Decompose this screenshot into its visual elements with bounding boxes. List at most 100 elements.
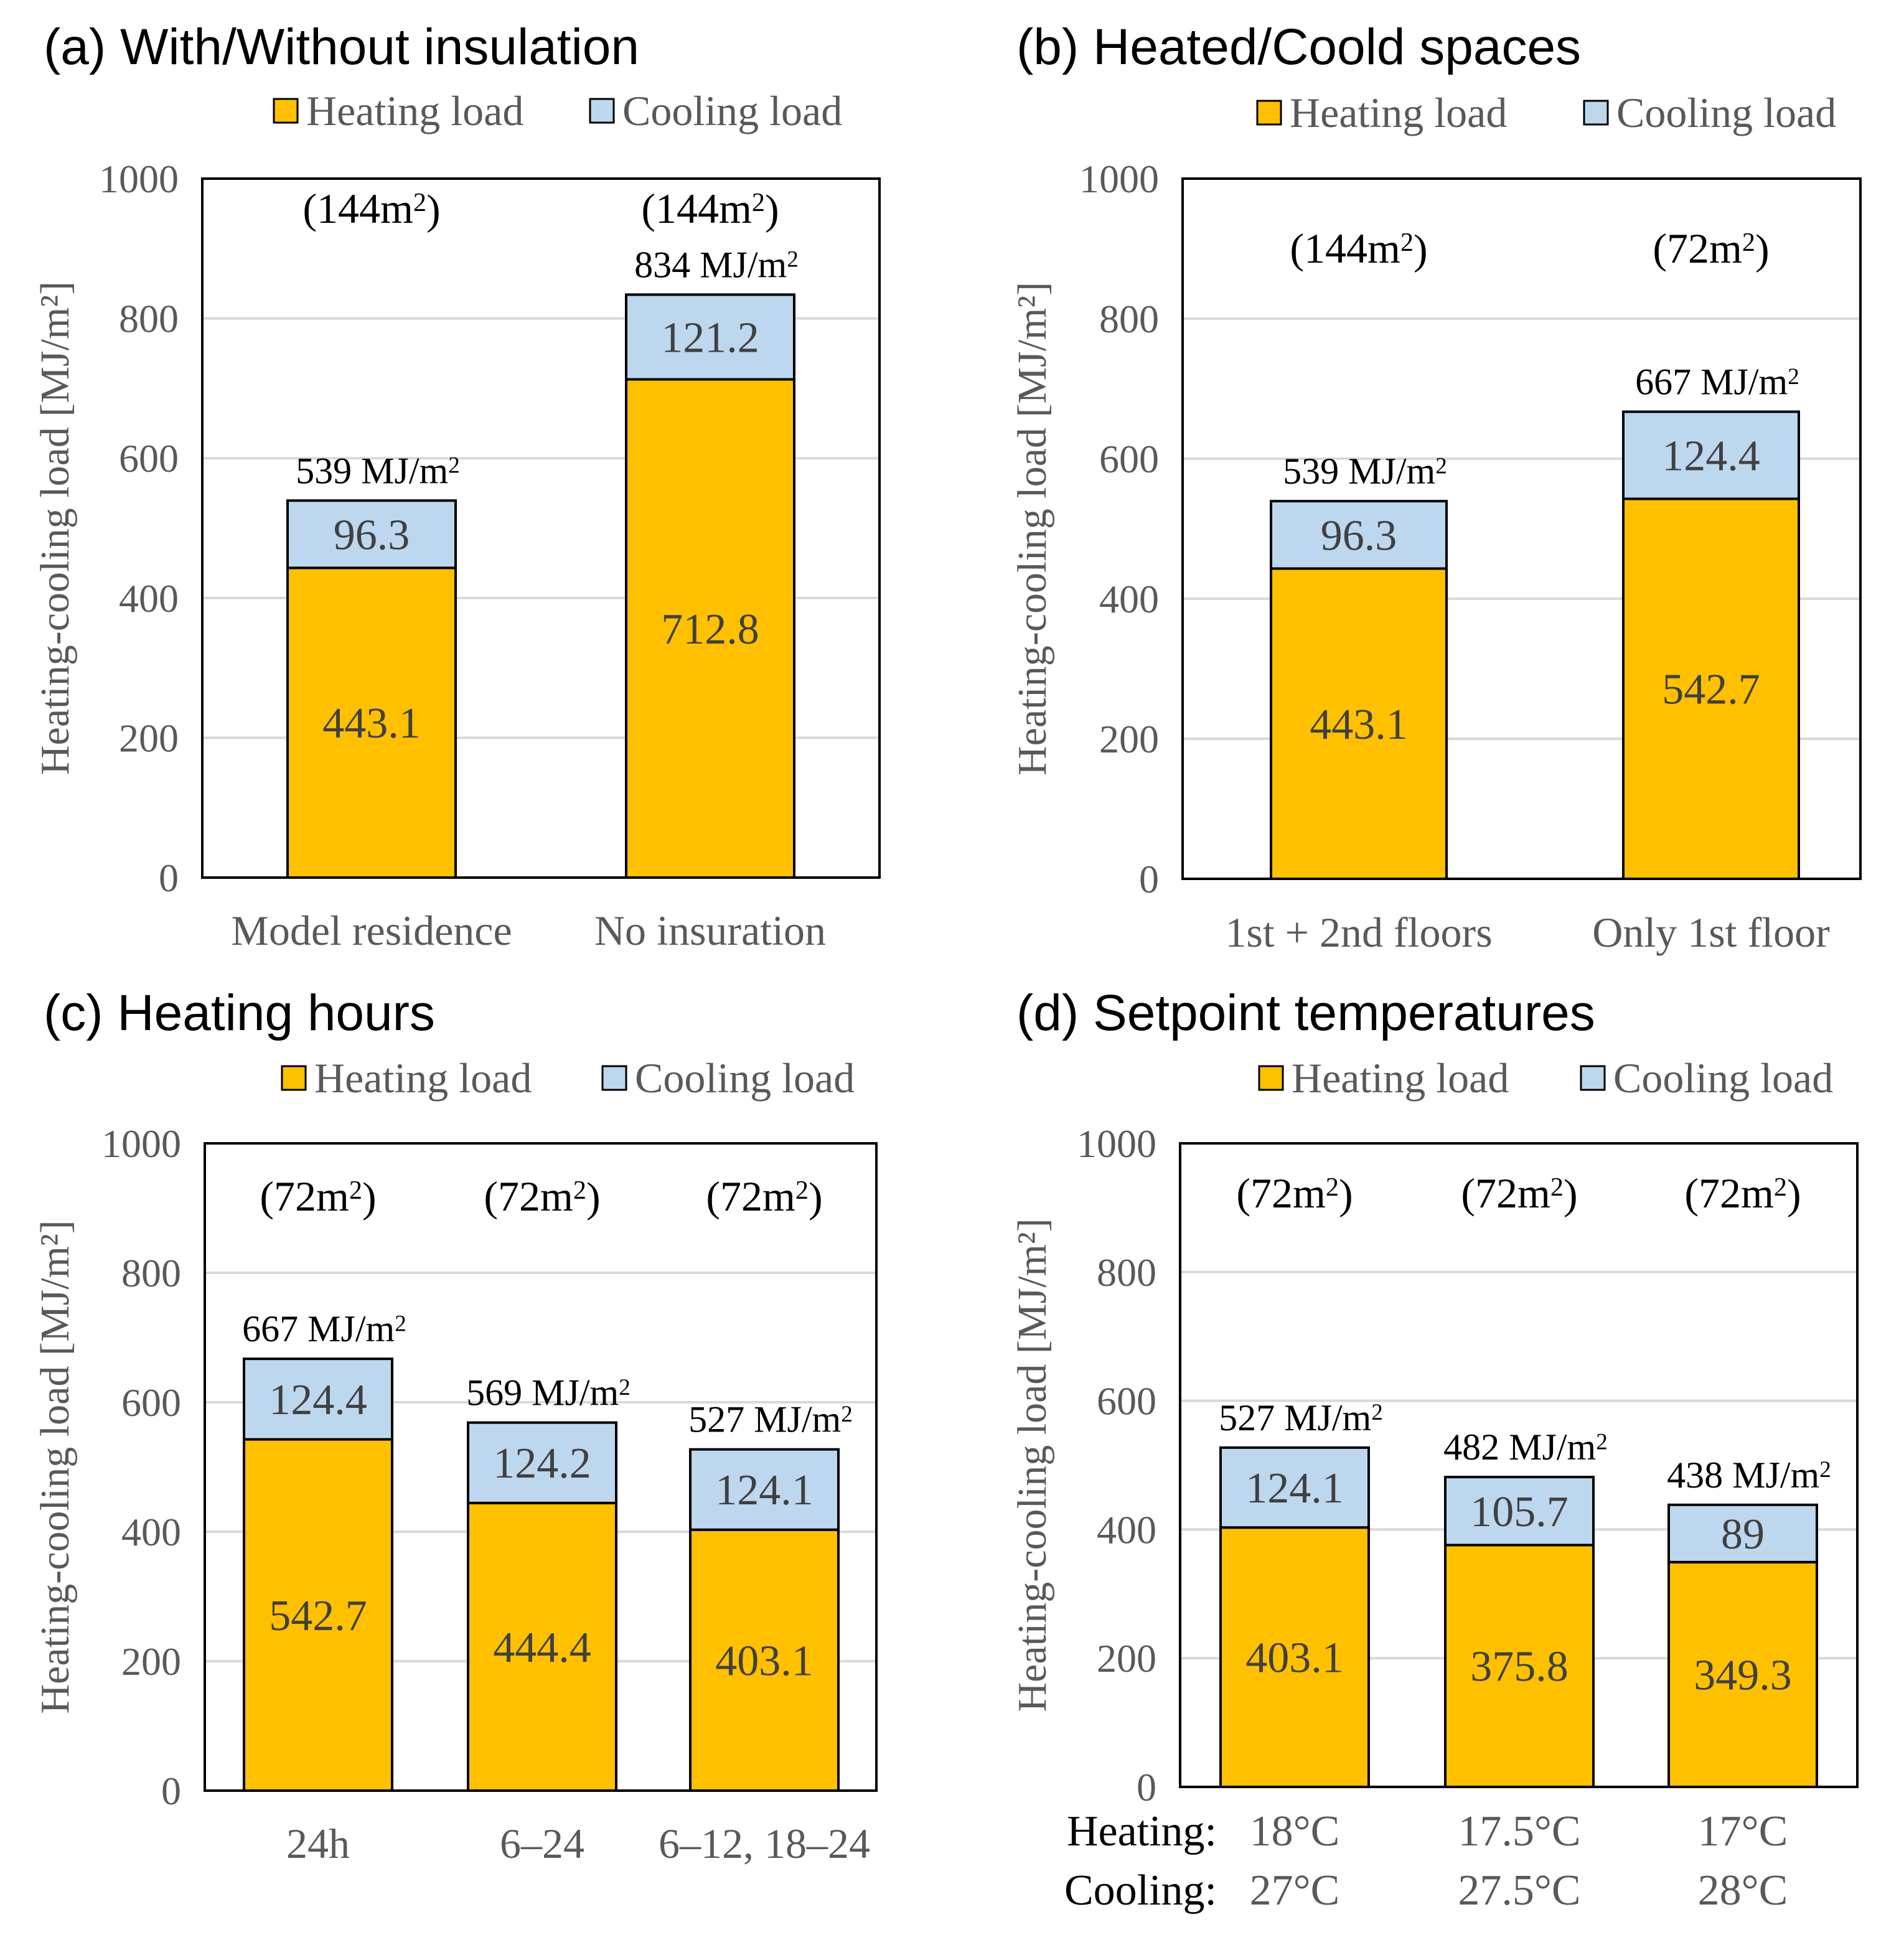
panel-a-cooling-value-label: 121.2: [661, 314, 759, 362]
panel-d-title: (d) Setpoint temperatures: [1016, 985, 1595, 1041]
panel-d-legend-cooling-swatch: [1580, 1065, 1606, 1091]
panel-a-area-label-sup: 2: [752, 188, 765, 217]
panel-a-y-tick-label: 1000: [99, 157, 179, 201]
panel-b-heating-value-label: 542.7: [1662, 666, 1760, 714]
panel-d-cooling-value-label: 105.7: [1470, 1488, 1569, 1536]
panel-d-y-tick-label: 400: [1097, 1507, 1156, 1552]
panel-c-y-tick-label: 0: [161, 1769, 181, 1813]
panel-b-bar-heating-1: [1270, 567, 1448, 880]
panel-a-plot-frame: [201, 177, 881, 879]
panel-c-y-axis-label: Heating-cooling load [MJ/m²]: [32, 1220, 78, 1713]
panel-d-cooling-setpoint-value: 28°C: [1698, 1867, 1788, 1915]
panel-a-y-tick-label: 800: [119, 297, 179, 341]
panel-d-area-label-tail: ): [1787, 1170, 1801, 1217]
panel-d-area-label-base: (72m: [1236, 1169, 1326, 1217]
panel-c-cooling-value-label: 124.2: [493, 1440, 591, 1488]
panel-c-category-label: 6–24: [500, 1820, 584, 1867]
panel-d-y-tick-label: 800: [1097, 1250, 1156, 1295]
panel-a-legend-heating-label: Heating load: [306, 87, 523, 134]
panel-d-y-tick-label: 600: [1097, 1379, 1156, 1423]
panel-a-legend-cooling-label: Cooling load: [622, 87, 842, 134]
panel-d-area-label: (72m2): [1684, 1169, 1801, 1217]
panel-a-bar-heating-1: [286, 566, 457, 879]
panel-a-total-label-base: 539 MJ/m: [296, 450, 448, 491]
panel-c-total-label-base: 667 MJ/m: [242, 1308, 395, 1349]
panel-d-bar-heating-1: [1219, 1526, 1370, 1788]
panel-b-y-tick-label: 400: [1099, 577, 1159, 621]
panel-d-area-label-sup: 2: [1550, 1173, 1564, 1202]
panel-d-area-label-base: (72m: [1461, 1169, 1550, 1217]
panel-b-cooling-value-label: 124.4: [1662, 432, 1760, 480]
panel-b-heating-value-label: 443.1: [1310, 701, 1408, 749]
panel-a-total-label-sup: 2: [787, 247, 799, 273]
panel-c-area-label-sup: 2: [573, 1176, 586, 1205]
panel-c-area-label-base: (72m: [706, 1173, 795, 1220]
panel-c-heating-value-label: 542.7: [269, 1592, 367, 1640]
panel-d-heating-value-label: 375.8: [1470, 1643, 1569, 1691]
panel-b-area-label-sup: 2: [1400, 228, 1414, 257]
panel-d-total-label: 482 MJ/m2: [1443, 1427, 1608, 1468]
panel-c-y-tick-label: 600: [121, 1380, 181, 1425]
panel-a-y-tick-label: 200: [119, 716, 179, 760]
panel-c-total-label-base: 527 MJ/m: [688, 1399, 841, 1440]
panel-d-area-label-sup: 2: [1326, 1173, 1339, 1202]
panel-c-bar-cooling-3: [689, 1448, 840, 1531]
panel-b-legend-heating-swatch: [1256, 100, 1282, 126]
panel-c-category-label: 6–12, 18–24: [659, 1820, 870, 1867]
panel-b-bar-heating-2: [1622, 497, 1800, 880]
panel-b-total-label: 539 MJ/m2: [1283, 451, 1447, 492]
panel-a-total-label: 539 MJ/m2: [296, 450, 460, 491]
panel-a-bar-heating-2: [625, 378, 795, 879]
panel-d-legend-heating-label: Heating load: [1292, 1054, 1509, 1102]
panel-a-total-label-sup: 2: [448, 453, 460, 479]
panel-d-total-label-sup: 2: [1371, 1400, 1383, 1425]
panel-d-area-label: (72m2): [1236, 1169, 1353, 1217]
panel-b-bar-cooling-2: [1622, 410, 1800, 500]
panel-d-y-tick-label: 0: [1137, 1765, 1156, 1809]
panel-c-total-label-base: 569 MJ/m: [466, 1372, 619, 1413]
panel-a-area-label-tail: ): [426, 185, 441, 233]
panel-b-total-label-base: 667 MJ/m: [1635, 362, 1788, 403]
panel-d-legend-heating-swatch: [1258, 1065, 1284, 1091]
panel-d-total-label-sup: 2: [1819, 1457, 1831, 1483]
panel-a-area-label: (144m2): [641, 185, 779, 233]
panel-c-legend-heating-swatch: [281, 1065, 307, 1091]
panel-b-category-label: 1st + 2nd floors: [1225, 909, 1492, 956]
panel-a-legend-cooling-swatch: [589, 98, 615, 124]
panel-c-bar-heating-1: [243, 1438, 393, 1793]
panel-d-total-label: 438 MJ/m2: [1667, 1455, 1831, 1496]
panel-a-heating-value-label: 443.1: [322, 700, 421, 748]
panel-d-bar-cooling-2: [1444, 1476, 1595, 1547]
panel-b-area-label-sup: 2: [1742, 228, 1755, 257]
panel-b-y-tick-label: 800: [1099, 297, 1159, 341]
panel-c-area-label-base: (72m: [260, 1173, 349, 1220]
panel-c-area-label: (72m2): [484, 1173, 600, 1221]
panel-c-y-tick-label: 200: [121, 1639, 181, 1684]
panel-c-area-label-sup: 2: [795, 1176, 809, 1205]
panel-a-category-label: Model residence: [231, 907, 512, 954]
panel-b-area-label-base: (72m: [1653, 225, 1742, 272]
panel-c-legend-cooling-label: Cooling load: [635, 1054, 855, 1102]
panel-d-heating-value-label: 349.3: [1694, 1651, 1792, 1699]
panel-b-legend-heating-label: Heating load: [1290, 89, 1507, 136]
panel-b-y-tick-label: 200: [1099, 717, 1159, 761]
panel-c-area-label-sup: 2: [349, 1176, 362, 1205]
panel-c-y-tick-label: 800: [121, 1251, 181, 1295]
panel-b-total-label: 667 MJ/m2: [1635, 362, 1799, 403]
panel-b-legend-cooling-label: Cooling load: [1616, 89, 1836, 136]
panel-c-cooling-value-label: 124.4: [269, 1376, 367, 1424]
panel-b-total-label-base: 539 MJ/m: [1283, 451, 1435, 492]
panel-a-area-label-tail: ): [765, 185, 779, 233]
panel-d-area-label: (72m2): [1461, 1169, 1577, 1217]
panel-c-bar-heating-2: [467, 1501, 617, 1792]
panel-d-y-tick-label: 1000: [1077, 1122, 1156, 1166]
panel-a-y-tick-label: 400: [119, 576, 179, 621]
panel-c-total-label: 667 MJ/m2: [242, 1308, 406, 1349]
panel-b-y-tick-label: 1000: [1079, 157, 1159, 201]
panel-a-area-label-base: (144m: [641, 185, 752, 232]
panel-b-title: (b) Heated/Coold spaces: [1016, 19, 1581, 75]
panel-d-bar-heating-2: [1444, 1544, 1595, 1789]
panel-b-plot-frame: [1181, 177, 1862, 880]
panel-a-total-label-base: 834 MJ/m: [634, 244, 787, 285]
